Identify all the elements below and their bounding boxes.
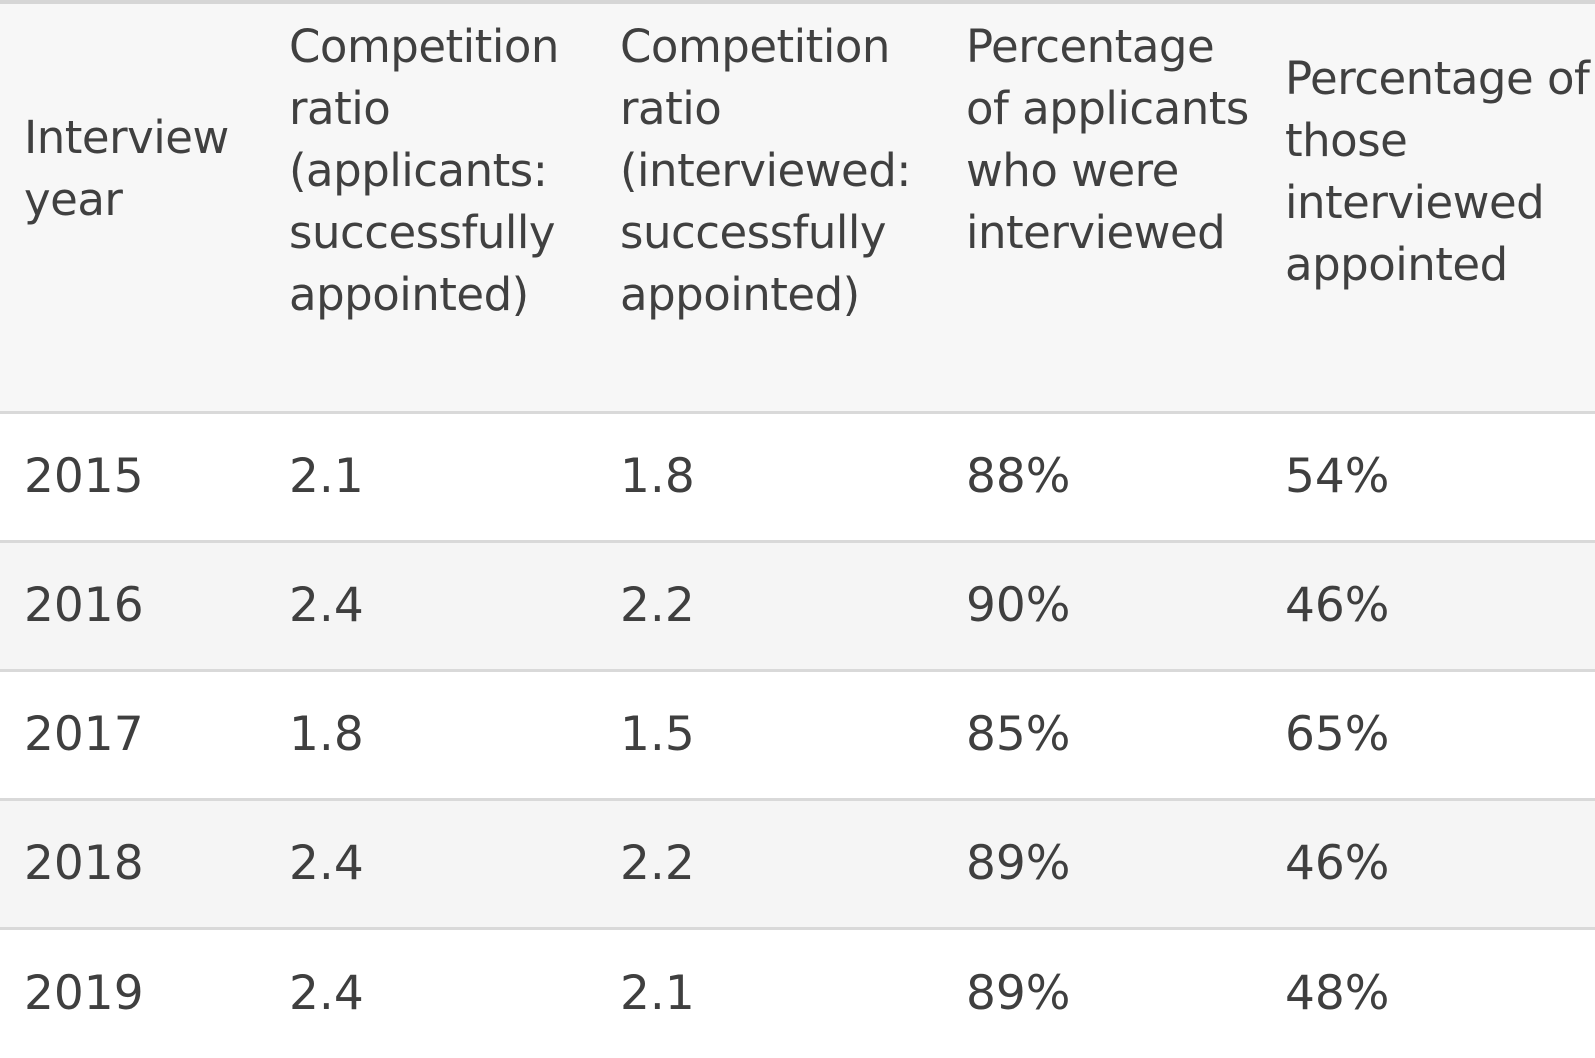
cell-percentage-interviewed: 85% [966,707,1071,762]
cell-percentage-appointed: 48% [1285,965,1390,1021]
cell-competition-ratio-applicants: 2.4 [289,578,364,633]
cell-percentage-interviewed: 89% [966,965,1071,1021]
column-header-interview-year: Interview year [24,111,229,226]
cell-competition-ratio-interviewed: 1.8 [620,449,695,504]
cell-competition-ratio-interviewed: 2.2 [620,836,695,891]
cell-percentage-appointed: 46% [1285,836,1390,891]
table-row: 2019 2.4 2.1 89% 48% [0,928,1595,1057]
cell-competition-ratio-applicants: 2.4 [289,836,364,891]
table-row: 2017 1.8 1.5 85% 65% [0,670,1595,799]
cell-percentage-appointed: 54% [1285,449,1390,504]
cell-percentage-appointed: 46% [1285,578,1390,633]
column-header-percentage-interviewed: Percentage of applicants who were interv… [966,20,1249,259]
cell-interview-year: 2018 [24,836,144,891]
cell-percentage-interviewed: 89% [966,836,1071,891]
cell-interview-year: 2017 [24,707,144,762]
cell-percentage-interviewed: 90% [966,578,1071,633]
cell-interview-year: 2019 [24,965,144,1021]
data-table: Interview year Competition ratio (applic… [0,4,1595,1057]
cell-interview-year: 2015 [24,449,144,504]
table-row: 2015 2.1 1.8 88% 54% [0,412,1595,541]
table-header: Interview year Competition ratio (applic… [0,4,1595,412]
column-header-percentage-appointed: Percentage of those interviewed appointe… [1285,52,1590,291]
cell-percentage-appointed: 65% [1285,707,1390,762]
cell-competition-ratio-applicants: 2.4 [289,965,364,1021]
table-body: 2015 2.1 1.8 88% 54% 2016 2.4 2.2 90% 46… [0,412,1595,1057]
header-row: Interview year Competition ratio (applic… [0,4,1595,412]
cell-competition-ratio-interviewed: 1.5 [620,707,695,762]
table-row: 2018 2.4 2.2 89% 46% [0,799,1595,928]
cell-percentage-interviewed: 88% [966,449,1071,504]
table-row: 2016 2.4 2.2 90% 46% [0,541,1595,670]
column-header-competition-ratio-applicants: Competition ratio (applicants: successfu… [289,20,559,321]
column-header-competition-ratio-interviewed: Competition ratio (interviewed: successf… [620,20,911,321]
cell-competition-ratio-interviewed: 2.2 [620,578,695,633]
cell-competition-ratio-applicants: 1.8 [289,707,364,762]
top-border [0,0,1595,4]
cell-competition-ratio-interviewed: 2.1 [620,965,695,1021]
cell-interview-year: 2016 [24,578,144,633]
cell-competition-ratio-applicants: 2.1 [289,449,364,504]
